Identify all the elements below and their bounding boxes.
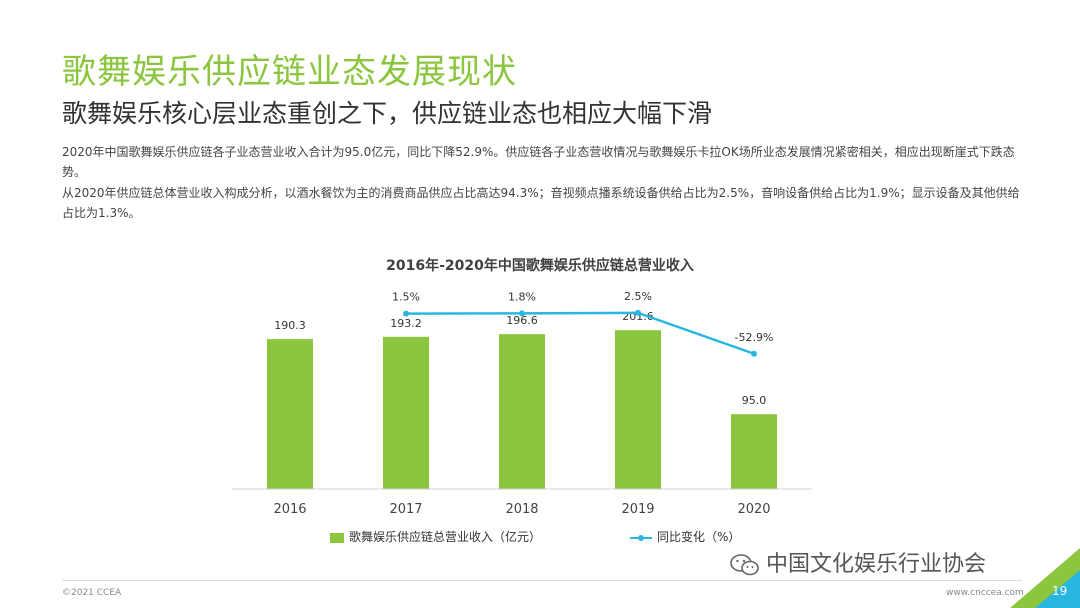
yoy-line (405, 311, 755, 355)
yoy-label-2018: 1.8% (508, 290, 536, 303)
bar-2016 (267, 339, 313, 489)
page-subtitle: 歌舞娱乐核心层业态重创之下，供应链业态也相应大幅下滑 (62, 99, 713, 128)
footer-divider (62, 580, 1022, 581)
corner-decoration (1010, 548, 1080, 608)
wechat-icon (730, 554, 759, 576)
bar-2017 (383, 336, 429, 489)
footer-copyright: ©2021 CCEA (62, 588, 122, 598)
page-title: 歌舞娱乐供应链业态发展现状 (62, 52, 517, 92)
yoy-label-2017: 1.5% (392, 291, 420, 304)
yoy-point-2018 (519, 310, 525, 317)
x-tick-2017: 2017 (389, 502, 422, 517)
summary-paragraph-2: 从2020年供应链总体营业收入构成分析，以酒水餐饮为主的消费商品供应占比高达94… (62, 186, 1020, 220)
watermark-text: 中国文化娱乐行业协会 (766, 552, 987, 577)
bar-label-2018: 196.6 (506, 314, 538, 327)
footer-url: www.cnccea.com (946, 588, 1024, 598)
yoy-label-2020: -52.9% (735, 331, 774, 344)
bar-label-2020: 95.0 (742, 394, 767, 407)
yoy-point-2019 (635, 309, 641, 316)
bar-label-2017: 193.2 (390, 317, 422, 330)
yoy-point-2017 (403, 310, 409, 317)
legend-bar-swatch (330, 532, 344, 543)
bar-2018 (499, 334, 545, 489)
page-number: 19 (1052, 584, 1068, 598)
yoy-label-2019: 2.5% (624, 290, 652, 303)
x-tick-2016: 2016 (273, 502, 306, 517)
watermark: 中国文化娱乐行业协会 (730, 546, 986, 578)
summary-paragraph-1: 2020年中国歌舞娱乐供应链各子业态营业收入合计为95.0亿元，同比下降52.9… (62, 145, 1015, 179)
x-tick-2020: 2020 (737, 502, 770, 517)
legend-bar-label: 歌舞娱乐供应链总营业收入（亿元） (349, 530, 542, 544)
bar-label-2016: 190.3 (274, 319, 306, 332)
chart-title: 2016年-2020年中国歌舞娱乐供应链总营业收入 (386, 258, 694, 274)
x-tick-2018: 2018 (505, 502, 538, 517)
bar-2019 (615, 330, 661, 489)
legend-line-label: 同比变化（%） (657, 530, 741, 544)
legend-line-series: 同比变化（%） (630, 528, 740, 545)
legend-bar-series: 歌舞娱乐供应链总营业收入（亿元） (330, 528, 541, 545)
yoy-point-2020 (751, 350, 757, 357)
legend-line-swatch (630, 534, 652, 541)
x-tick-2019: 2019 (621, 502, 654, 517)
bar-2020 (731, 414, 777, 489)
